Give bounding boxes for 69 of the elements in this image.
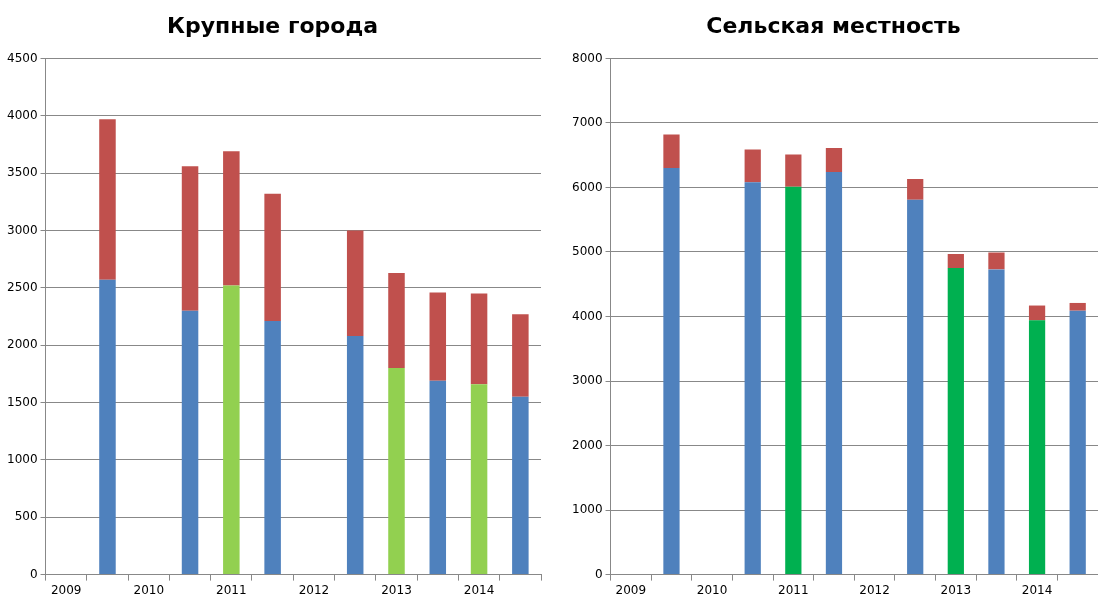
y-tick-label: 1500 — [6, 394, 38, 409]
x-tick-label: 2012 — [859, 582, 890, 597]
bar — [429, 292, 447, 381]
bar — [264, 193, 281, 322]
bar — [947, 268, 964, 575]
x-tick-label: 2014 — [1021, 582, 1053, 597]
x-tick-label: 2013 — [940, 582, 972, 597]
y-tick-label: 2500 — [6, 279, 38, 294]
y-tick-label: 5000 — [571, 244, 603, 259]
y-tick-label: 4000 — [571, 308, 603, 323]
bar — [388, 368, 405, 575]
bar — [744, 182, 761, 575]
y-tick-label: 6000 — [571, 179, 603, 194]
bar — [1028, 320, 1046, 575]
bar — [264, 321, 281, 575]
y-tick-label: 3500 — [6, 165, 38, 180]
x-tick-label: 2012 — [298, 582, 330, 597]
chart-title: Сельская местность — [706, 12, 961, 38]
bar — [785, 154, 802, 187]
bar — [744, 149, 761, 183]
x-tick-label: 2009 — [615, 582, 647, 597]
bar — [663, 168, 680, 575]
bar — [825, 148, 843, 172]
bar — [947, 253, 964, 269]
bar — [1069, 302, 1086, 311]
y-tick-label: 1000 — [571, 502, 603, 517]
bar — [470, 293, 488, 385]
bar — [512, 396, 529, 575]
y-tick-label: 2000 — [571, 437, 603, 452]
x-tick-label: 2010 — [696, 582, 728, 597]
bar — [785, 186, 802, 575]
y-tick-label: 0 — [594, 566, 603, 581]
bar — [346, 230, 364, 336]
y-tick-label: 4500 — [6, 50, 38, 65]
bar — [346, 336, 364, 575]
bar — [388, 272, 405, 369]
bar — [99, 119, 116, 280]
bar — [825, 171, 843, 575]
y-tick-label: 4000 — [6, 107, 38, 122]
x-tick-label: 2011 — [216, 582, 247, 597]
bar — [1069, 310, 1086, 575]
y-tick-label: 1000 — [6, 452, 38, 467]
x-tick-label: 2009 — [50, 582, 82, 597]
bar — [181, 310, 199, 575]
bar — [512, 314, 529, 397]
y-tick-label: 3000 — [6, 222, 38, 237]
y-tick-label: 8000 — [571, 50, 603, 65]
bar — [663, 134, 680, 169]
bar — [99, 279, 116, 575]
bar — [907, 179, 924, 200]
y-tick-label: 0 — [29, 566, 38, 581]
bar — [988, 269, 1005, 575]
y-tick-label: 3000 — [571, 373, 603, 388]
chart-title: Крупные города — [166, 12, 379, 38]
x-tick-label: 2010 — [133, 582, 165, 597]
x-tick-label: 2013 — [381, 582, 412, 597]
bar — [1028, 305, 1046, 321]
bar — [988, 252, 1005, 270]
y-tick-label: 500 — [14, 509, 38, 524]
x-tick-label: 2011 — [778, 582, 809, 597]
x-tick-label: 2014 — [463, 582, 495, 597]
y-tick-label: 2000 — [6, 337, 38, 352]
bar — [181, 166, 199, 311]
y-tick-label: 7000 — [571, 115, 603, 130]
bar — [470, 384, 488, 575]
bar — [429, 380, 447, 575]
bar — [907, 199, 924, 575]
bar — [223, 285, 240, 575]
bar — [223, 151, 240, 286]
